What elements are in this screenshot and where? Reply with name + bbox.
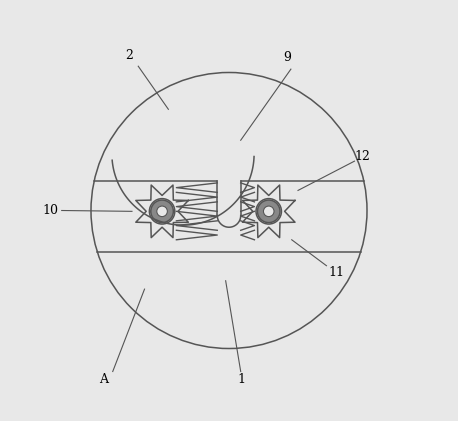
Text: 11: 11	[329, 266, 345, 279]
Circle shape	[151, 200, 174, 223]
Text: 1: 1	[238, 373, 245, 386]
Circle shape	[263, 206, 274, 217]
Text: 12: 12	[355, 149, 371, 163]
Circle shape	[157, 206, 167, 217]
Circle shape	[257, 200, 280, 223]
Text: 2: 2	[125, 49, 132, 62]
Text: 10: 10	[42, 204, 58, 217]
Text: 9: 9	[284, 51, 291, 64]
Text: A: A	[99, 373, 108, 386]
